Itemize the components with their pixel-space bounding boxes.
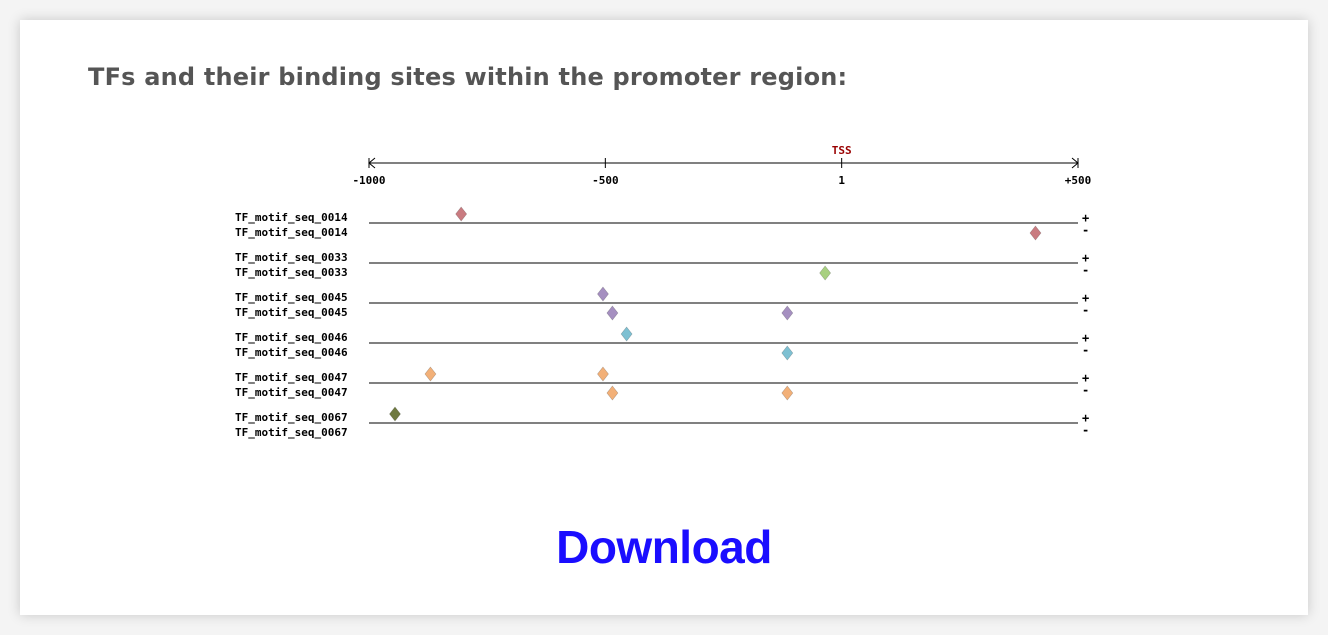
binding-site-marker-plus bbox=[455, 206, 468, 222]
binding-site-marker-minus bbox=[781, 305, 794, 321]
track-label-plus: TF_motif_seq_0047 bbox=[235, 371, 348, 384]
binding-site-marker-minus bbox=[781, 345, 794, 361]
track-label-plus: TF_motif_seq_0033 bbox=[235, 251, 348, 264]
binding-site-marker-plus bbox=[424, 366, 437, 382]
binding-site-marker-minus bbox=[781, 385, 794, 401]
strand-minus-label: - bbox=[1082, 383, 1089, 397]
binding-site-marker-plus bbox=[389, 406, 401, 422]
track-label-minus: TF_motif_seq_0047 bbox=[235, 386, 348, 399]
content-card bbox=[20, 20, 1308, 615]
strand-plus-label: + bbox=[1082, 411, 1089, 425]
strand-plus-label: + bbox=[1082, 331, 1089, 345]
strand-minus-label: - bbox=[1082, 343, 1089, 357]
axis-tick-label: -500 bbox=[592, 174, 619, 187]
strand-minus-label: - bbox=[1082, 303, 1089, 317]
track-label-plus: TF_motif_seq_0046 bbox=[235, 331, 348, 344]
binding-site-marker-minus bbox=[606, 305, 619, 321]
page-title: TFs and their binding sites within the p… bbox=[88, 63, 848, 91]
strand-plus-label: + bbox=[1082, 291, 1089, 305]
axis-tick-label: -1000 bbox=[352, 174, 385, 187]
track-label-plus: TF_motif_seq_0014 bbox=[235, 211, 348, 224]
track-label-minus: TF_motif_seq_0045 bbox=[235, 306, 348, 319]
binding-site-chart: -1000 -500 1 +500 TSS TF_motif_seq_0014 TF_mot… bbox=[235, 144, 1092, 439]
binding-site-marker-minus bbox=[819, 265, 832, 281]
track-label-minus: TF_motif_seq_0067 bbox=[235, 426, 348, 439]
strand-minus-label: - bbox=[1082, 423, 1089, 437]
download-link[interactable]: Download bbox=[556, 521, 772, 573]
strand-minus-label: - bbox=[1082, 223, 1089, 237]
strand-minus-label: - bbox=[1082, 263, 1089, 277]
strand-plus-label: + bbox=[1082, 211, 1089, 225]
binding-site-marker-minus bbox=[1029, 225, 1042, 241]
binding-site-marker-plus bbox=[597, 366, 609, 382]
track-label-minus: TF_motif_seq_0033 bbox=[235, 266, 348, 279]
binding-site-marker-plus bbox=[620, 326, 633, 342]
strand-plus-label: + bbox=[1082, 371, 1089, 385]
axis-tick-label: 1 bbox=[838, 174, 845, 187]
axis-tick-label: +500 bbox=[1065, 174, 1092, 187]
tss-label: TSS bbox=[832, 144, 852, 157]
track-label-minus: TF_motif_seq_0014 bbox=[235, 226, 348, 239]
binding-site-marker-plus bbox=[597, 286, 609, 302]
track-label-plus: TF_motif_seq_0067 bbox=[235, 411, 348, 424]
binding-site-marker-minus bbox=[606, 385, 619, 401]
strand-plus-label: + bbox=[1082, 251, 1089, 265]
track-label-plus: TF_motif_seq_0045 bbox=[235, 291, 348, 304]
track-label-minus: TF_motif_seq_0046 bbox=[235, 346, 348, 359]
